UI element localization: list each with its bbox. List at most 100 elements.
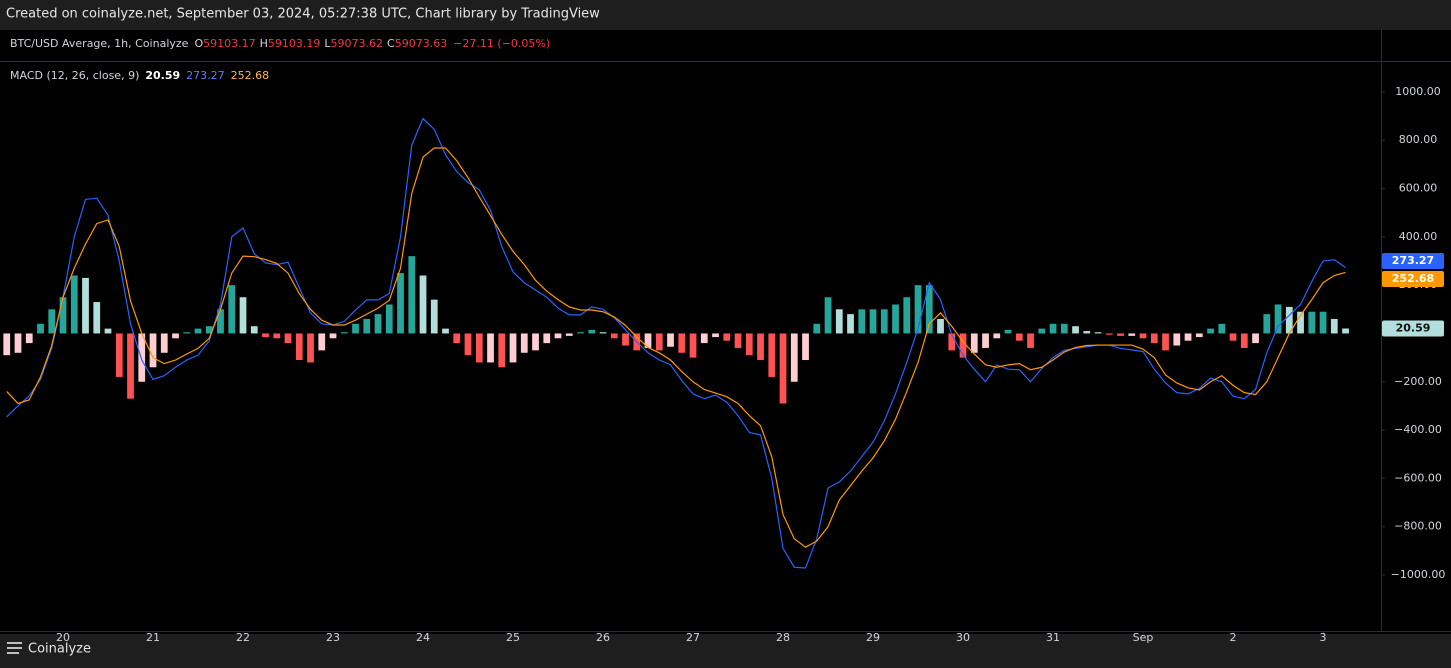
macd-last: 273.27	[186, 69, 225, 82]
histogram-bar	[667, 333, 674, 347]
histogram-bar	[1330, 318, 1338, 334]
histogram-bar	[610, 333, 618, 339]
histogram-bar	[1263, 314, 1271, 334]
histogram-bar	[543, 333, 551, 344]
histogram-bar	[1184, 333, 1192, 341]
histogram-bar	[565, 333, 573, 336]
histogram-bar	[1128, 333, 1136, 336]
ohlc-legend: BTC/USD Average, 1h, Coinalyze O59103.17 H…	[10, 37, 550, 50]
x-tick-label: 27	[686, 631, 700, 644]
histogram-bar	[802, 333, 809, 361]
low-label: L	[324, 37, 331, 50]
histogram-bar	[295, 333, 303, 361]
histogram-bar	[700, 333, 708, 344]
histogram-bar	[588, 329, 596, 334]
histogram-bar	[127, 333, 134, 399]
histogram-bar	[442, 328, 449, 334]
footer-brand: Coinalyze	[28, 642, 91, 657]
histogram-bar	[453, 333, 461, 344]
footer-bar	[0, 634, 1451, 668]
histogram-bar	[712, 333, 719, 338]
histogram-bar	[903, 297, 911, 334]
histogram-bar	[1319, 311, 1327, 334]
histogram-bar	[847, 314, 854, 334]
close-label: C	[387, 37, 395, 50]
histogram-bar	[149, 333, 157, 368]
histogram-bar	[1015, 333, 1023, 341]
x-tick-label: 30	[956, 631, 970, 644]
indicator-line	[6, 117, 1346, 569]
x-tick-label: Sep	[1133, 631, 1154, 644]
histogram-bar	[1094, 332, 1102, 334]
histogram-bar	[644, 333, 652, 348]
histogram-bar	[408, 256, 416, 334]
histogram-bar	[194, 328, 202, 334]
last-value-label: 273.27	[1392, 254, 1434, 267]
histogram-bar	[475, 333, 483, 363]
histogram-bar	[937, 318, 944, 334]
histogram-bar	[385, 304, 393, 334]
histogram-bar	[464, 333, 472, 356]
x-tick-label: 2	[1230, 631, 1237, 644]
open-value: 59103.17	[203, 37, 256, 50]
histogram-bar	[1218, 323, 1226, 334]
histogram-bar	[1117, 333, 1124, 336]
y-tick-label: 800.00	[1399, 133, 1438, 146]
histogram-bar	[520, 333, 528, 353]
histogram-bar	[678, 333, 686, 353]
histogram-bar	[1308, 311, 1316, 334]
histogram-bar	[835, 309, 843, 334]
last-value-badge	[1382, 270, 1444, 287]
histogram-bar	[430, 299, 438, 334]
histogram-bar	[1195, 333, 1203, 338]
histogram-bar	[183, 332, 191, 334]
histogram-bar	[880, 309, 888, 334]
histogram-bar	[239, 297, 247, 334]
histogram-bar	[745, 333, 753, 356]
histogram-bar	[824, 297, 832, 334]
histogram-bar	[622, 333, 629, 346]
histogram-bar	[70, 275, 78, 334]
histogram-bar	[340, 332, 348, 334]
histogram-bar	[734, 333, 742, 348]
y-tick-label: −200.00	[1394, 375, 1442, 388]
histogram-bar	[1150, 333, 1158, 344]
histogram-bar	[1207, 328, 1214, 334]
histogram-bar	[273, 333, 281, 339]
signal-last: 252.68	[231, 69, 270, 82]
histogram-bar	[1060, 323, 1068, 334]
y-tick-label: −1000.00	[1391, 568, 1446, 581]
menu-icon[interactable]	[7, 642, 22, 654]
histogram-bar	[577, 332, 584, 334]
histogram-bar	[757, 333, 764, 361]
histogram-bar	[487, 333, 494, 363]
histogram-bar	[1342, 328, 1349, 334]
y-tick-label: −600.00	[1394, 471, 1442, 484]
histogram-bar	[1038, 328, 1046, 334]
histogram-bar	[532, 333, 539, 351]
low-value: 59073.62	[331, 37, 384, 50]
histogram-bar	[1027, 333, 1034, 348]
indicator-name: MACD (12, 26, close, 9)	[10, 69, 139, 82]
histogram-bar	[363, 318, 371, 334]
histogram-bar	[419, 275, 427, 334]
histogram-bar	[892, 304, 899, 334]
histogram-bar	[498, 333, 506, 368]
x-tick-label: 25	[506, 631, 520, 644]
last-value-badge	[1382, 252, 1444, 269]
x-tick-label: 26	[596, 631, 610, 644]
histogram-bar	[1072, 326, 1079, 334]
y-tick-label: 600.00	[1399, 182, 1438, 195]
histogram-bar	[1297, 311, 1304, 334]
histogram-bar	[93, 302, 101, 334]
indicator-legend: MACD (12, 26, close, 9) 20.59 273.27 252.68	[10, 69, 269, 82]
histogram-bar	[307, 333, 314, 363]
histogram-bar	[1049, 323, 1057, 334]
histogram-bar	[250, 326, 258, 334]
histogram-bar	[59, 297, 67, 334]
last-value-label: 252.68	[1392, 272, 1434, 285]
histogram-bar	[374, 314, 382, 334]
histogram-bar	[509, 333, 517, 363]
histogram-last: 20.59	[145, 69, 180, 82]
histogram-bar	[1105, 333, 1113, 335]
